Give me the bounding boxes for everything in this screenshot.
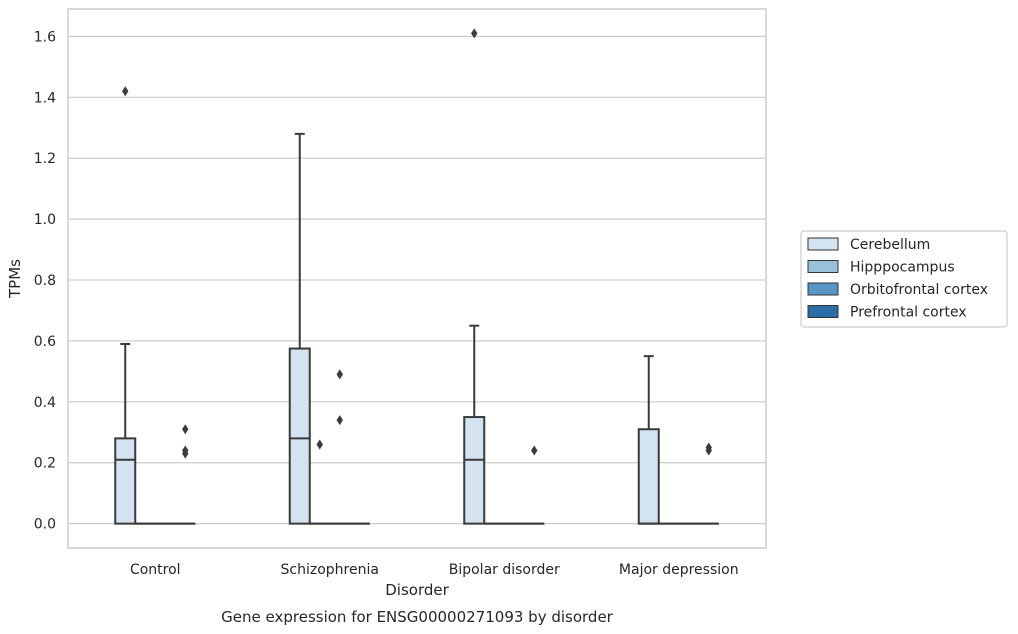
y-tick-label: 0.4 [34, 395, 56, 411]
box [114, 437, 137, 525]
outlier-point [471, 28, 478, 39]
y-axis-label: TPMs [6, 259, 24, 299]
plot-frame [67, 8, 767, 549]
x-tick-label: Major depression [619, 562, 739, 578]
y-tick-label: 0.6 [34, 334, 56, 350]
outlier-point [336, 415, 343, 426]
legend-swatch [807, 282, 839, 296]
y-tick-label: 0.0 [34, 517, 56, 533]
outlier-point [705, 442, 712, 453]
chart-caption: Gene expression for ENSG00000271093 by d… [221, 608, 614, 626]
outlier-point [336, 369, 343, 380]
y-gridlines [68, 35, 766, 525]
x-tick-label: Bipolar disorder [449, 562, 560, 578]
outlier-point [316, 439, 323, 450]
y-tick-label: 1.6 [34, 29, 56, 45]
box [463, 416, 486, 525]
x-tick-label: Schizophrenia [281, 562, 379, 578]
legend-label: Prefrontal cortex [850, 305, 967, 321]
x-axis-label: Disorder [385, 581, 449, 599]
x-tick-label: Control [130, 562, 181, 578]
outlier-point [531, 445, 538, 456]
legend-swatch [807, 237, 839, 251]
legend-swatch [807, 260, 839, 273]
legend-swatch [807, 305, 839, 318]
y-tick-label: 1.0 [34, 212, 56, 228]
outlier-point [182, 445, 189, 456]
x-axis-ticks: Control Schizophrenia Bipolar disorder Majo… [130, 562, 739, 578]
legend-frame [800, 230, 1008, 328]
y-tick-label: 1.4 [34, 90, 56, 106]
y-tick-label: 1.2 [34, 151, 56, 167]
legend: Cerebellum Hipppocampus Orbitofrontal cort… [800, 230, 1008, 328]
outlier-point [122, 86, 129, 97]
y-tick-label: 0.2 [34, 456, 56, 472]
y-axis-ticks: 0.0 0.2 0.4 0.6 0.8 1.0 1.2 1.4 1.6 [34, 29, 56, 532]
box [288, 347, 311, 525]
legend-label: Cerebellum [850, 237, 930, 253]
y-tick-label: 0.8 [34, 273, 56, 289]
box [637, 428, 660, 525]
legend-label: Orbitofrontal cortex [850, 282, 988, 298]
box-plot-series [114, 28, 719, 525]
outlier-point [182, 424, 189, 435]
legend-label: Hipppocampus [850, 260, 955, 276]
